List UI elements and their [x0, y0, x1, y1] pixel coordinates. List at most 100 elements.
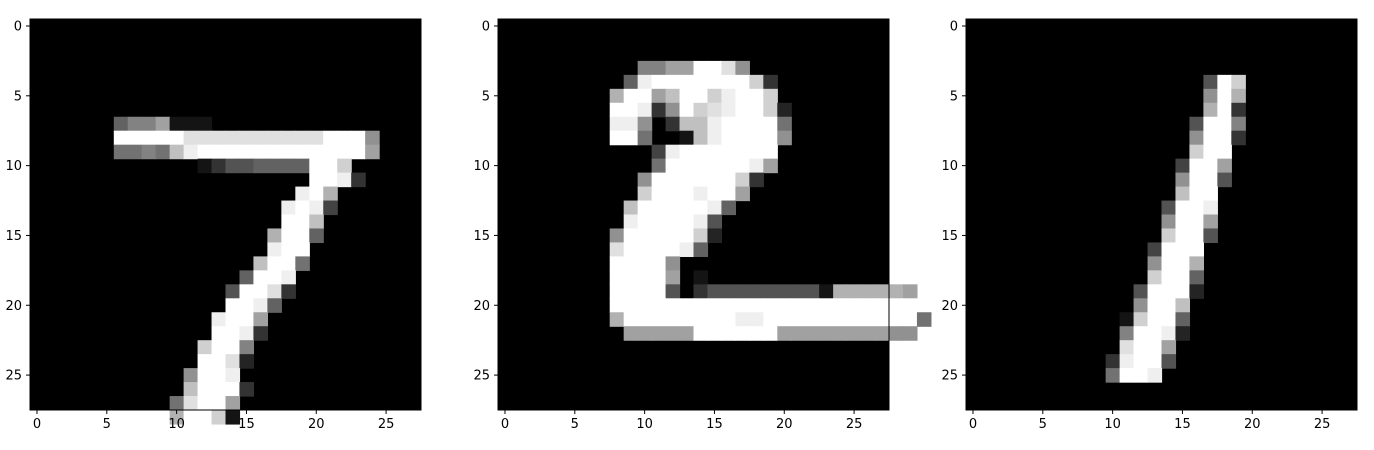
- pixel-cell: [665, 144, 681, 160]
- pixel-cell: [1119, 354, 1135, 369]
- pixel-cell: [1189, 284, 1204, 299]
- pixel-cell: [665, 326, 681, 341]
- pixel-cell: [295, 200, 310, 216]
- pixel-cell: [141, 130, 157, 146]
- pixel-cell: [1147, 368, 1163, 383]
- pixel-cell: [1161, 256, 1177, 271]
- pixel-cell: [665, 74, 681, 90]
- pixel-cell: [1203, 200, 1218, 216]
- pixel-cell: [1175, 186, 1191, 202]
- pixel-cell: [707, 214, 723, 230]
- pixel-cell: [861, 326, 876, 341]
- pixel-cell: [609, 284, 625, 299]
- pixel-cell: [267, 228, 282, 244]
- pixel-cell: [847, 298, 862, 313]
- pixel-cell: [707, 88, 723, 104]
- pixel-cell: [609, 116, 625, 132]
- axes-frame: [497, 18, 890, 411]
- pixel-cell: [721, 158, 736, 174]
- pixel-cell: [1203, 88, 1218, 104]
- pixel-cell: [861, 298, 876, 313]
- pixel-cell: [749, 312, 764, 327]
- pixel-cell: [267, 158, 282, 174]
- pixel-cell: [239, 284, 255, 299]
- pixel-cell: [637, 130, 653, 146]
- pixel-cell: [707, 312, 723, 327]
- pixel-cell: [679, 298, 695, 313]
- pixel-cell: [763, 326, 778, 341]
- pixel-cell: [1133, 326, 1149, 341]
- pixel-cell: [1189, 172, 1204, 188]
- pixel-cell: [819, 312, 834, 327]
- pixel-cell: [295, 158, 310, 174]
- pixel-cell: [239, 144, 255, 160]
- pixel-cell: [225, 368, 241, 383]
- pixel-cell: [693, 60, 709, 76]
- pixel-cell: [1147, 284, 1163, 299]
- y-tick-label: 25: [473, 369, 490, 384]
- pixel-cell: [805, 326, 820, 341]
- pixel-cell: [889, 284, 904, 299]
- pixel-cell: [665, 172, 681, 188]
- pixel-cell: [805, 312, 820, 327]
- pixel-cell: [609, 102, 625, 118]
- pixel-cell: [365, 144, 380, 160]
- pixel-cell: [1203, 214, 1218, 230]
- pixel-cell: [902, 284, 918, 299]
- pixel-cell: [637, 256, 653, 271]
- pixel-cell: [253, 298, 268, 313]
- pixel-cell: [1203, 228, 1218, 244]
- y-tick-label: 15: [473, 229, 490, 244]
- pixel-cell: [1175, 284, 1191, 299]
- pixel-cell: [1175, 214, 1191, 230]
- pixel-cell: [267, 270, 282, 285]
- pixel-cell: [707, 158, 723, 174]
- pixel-cell: [805, 298, 820, 313]
- pixel-cell: [749, 158, 764, 174]
- pixel-cell: [211, 158, 227, 174]
- pixel-cell: [623, 256, 639, 271]
- y-tick-label: 0: [950, 19, 958, 34]
- pixel-cell: [1175, 200, 1191, 216]
- pixel-cell: [721, 60, 736, 76]
- pixel-cell: [791, 298, 806, 313]
- y-tick-label: 0: [14, 19, 22, 34]
- pixel-cell: [819, 298, 834, 313]
- pixel-cell: [267, 256, 282, 271]
- pixel-cell: [1217, 74, 1232, 90]
- pixel-cell: [623, 200, 639, 216]
- pixel-cell: [665, 200, 681, 216]
- pixel-cell: [365, 130, 380, 146]
- pixel-cell: [861, 312, 876, 327]
- pixel-cell: [637, 312, 653, 327]
- pixel-cell: [155, 116, 171, 132]
- pixel-cell: [693, 326, 709, 341]
- pixel-cell: [833, 284, 848, 299]
- pixel-cell: [623, 74, 639, 90]
- pixel-cell: [763, 74, 778, 90]
- pixel-cell: [281, 256, 296, 271]
- pixel-cell: [693, 270, 709, 285]
- pixel-cell: [267, 242, 282, 257]
- pixel-cell: [749, 116, 764, 132]
- pixel-cell: [623, 270, 639, 285]
- pixel-cell: [651, 326, 667, 341]
- pixel-cell: [1189, 256, 1204, 271]
- pixel-cell: [1161, 242, 1177, 257]
- pixel-cell: [707, 228, 723, 244]
- pixel-cell: [211, 144, 227, 160]
- pixel-cell: [651, 186, 667, 202]
- pixel-cell: [1105, 368, 1121, 383]
- pixel-cell: [197, 144, 213, 160]
- pixel-cell: [651, 158, 667, 174]
- pixel-cell: [183, 410, 199, 425]
- pixel-cell: [239, 354, 255, 369]
- pixel-cell: [847, 312, 862, 327]
- pixel-cell: [902, 326, 918, 341]
- pixel-cell: [875, 312, 890, 327]
- pixel-cell: [1203, 186, 1218, 202]
- pixel-cell: [889, 298, 904, 313]
- pixel-cell: [679, 200, 695, 216]
- x-tick-label: 10: [168, 417, 185, 432]
- pixel-cell: [707, 116, 723, 132]
